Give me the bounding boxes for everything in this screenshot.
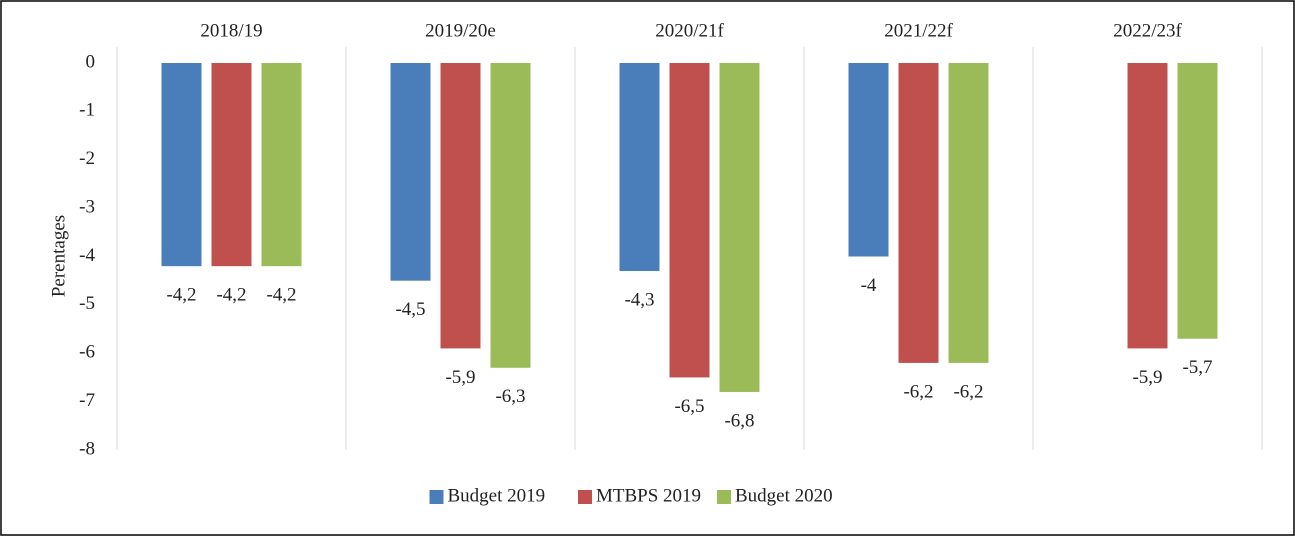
y-tick-label: -3 bbox=[79, 196, 95, 217]
bar bbox=[669, 63, 710, 378]
y-tick-label: -2 bbox=[79, 148, 95, 169]
value-label: -5,7 bbox=[1182, 357, 1212, 378]
bar bbox=[619, 63, 660, 272]
y-tick-label: -8 bbox=[79, 438, 95, 459]
value-label: -5,9 bbox=[1132, 367, 1162, 388]
y-tick-label: -1 bbox=[79, 100, 95, 121]
x-tick-label: 2019/20e bbox=[425, 20, 496, 41]
bar bbox=[390, 63, 431, 281]
bar bbox=[440, 63, 481, 349]
x-tick-label: 2021/22f bbox=[884, 20, 953, 41]
bar bbox=[1177, 63, 1218, 339]
x-tick-label: 2022/23f bbox=[1113, 20, 1182, 41]
bar bbox=[948, 63, 989, 363]
value-label: -5,9 bbox=[445, 367, 475, 388]
bar bbox=[490, 63, 531, 368]
bar bbox=[161, 63, 202, 267]
x-tick-label: 2020/21f bbox=[655, 20, 724, 41]
bar bbox=[898, 63, 939, 363]
y-tick-label: -6 bbox=[79, 342, 95, 363]
y-tick-label: -7 bbox=[79, 390, 95, 411]
value-label: -6,2 bbox=[903, 381, 933, 402]
bar bbox=[1127, 63, 1168, 349]
value-label: -6,8 bbox=[724, 410, 754, 431]
value-label: -4,2 bbox=[166, 285, 196, 306]
legend-label: MTBPS 2019 bbox=[596, 485, 701, 506]
legend-swatch bbox=[717, 490, 731, 504]
value-label: -4,2 bbox=[266, 285, 296, 306]
legend-label: Budget 2019 bbox=[448, 485, 546, 506]
bar bbox=[211, 63, 252, 267]
value-label: -4,3 bbox=[624, 289, 654, 310]
y-axis-label: Perentages bbox=[48, 215, 69, 297]
x-tick-label: 2018/19 bbox=[200, 20, 262, 41]
legend-label: Budget 2020 bbox=[735, 485, 833, 506]
value-label: -6,5 bbox=[674, 396, 704, 417]
value-label: -6,2 bbox=[953, 381, 983, 402]
bar bbox=[261, 63, 302, 267]
y-tick-label: -4 bbox=[79, 245, 95, 266]
y-tick-label: -5 bbox=[79, 293, 95, 314]
bar bbox=[848, 63, 889, 257]
value-label: -6,3 bbox=[495, 386, 525, 407]
bar bbox=[719, 63, 760, 392]
y-tick-label: 0 bbox=[86, 51, 96, 72]
value-label: -4,2 bbox=[216, 285, 246, 306]
value-label: -4 bbox=[861, 275, 877, 296]
value-label: -4,5 bbox=[395, 299, 425, 320]
legend-swatch bbox=[578, 490, 592, 504]
legend-swatch bbox=[429, 490, 444, 504]
